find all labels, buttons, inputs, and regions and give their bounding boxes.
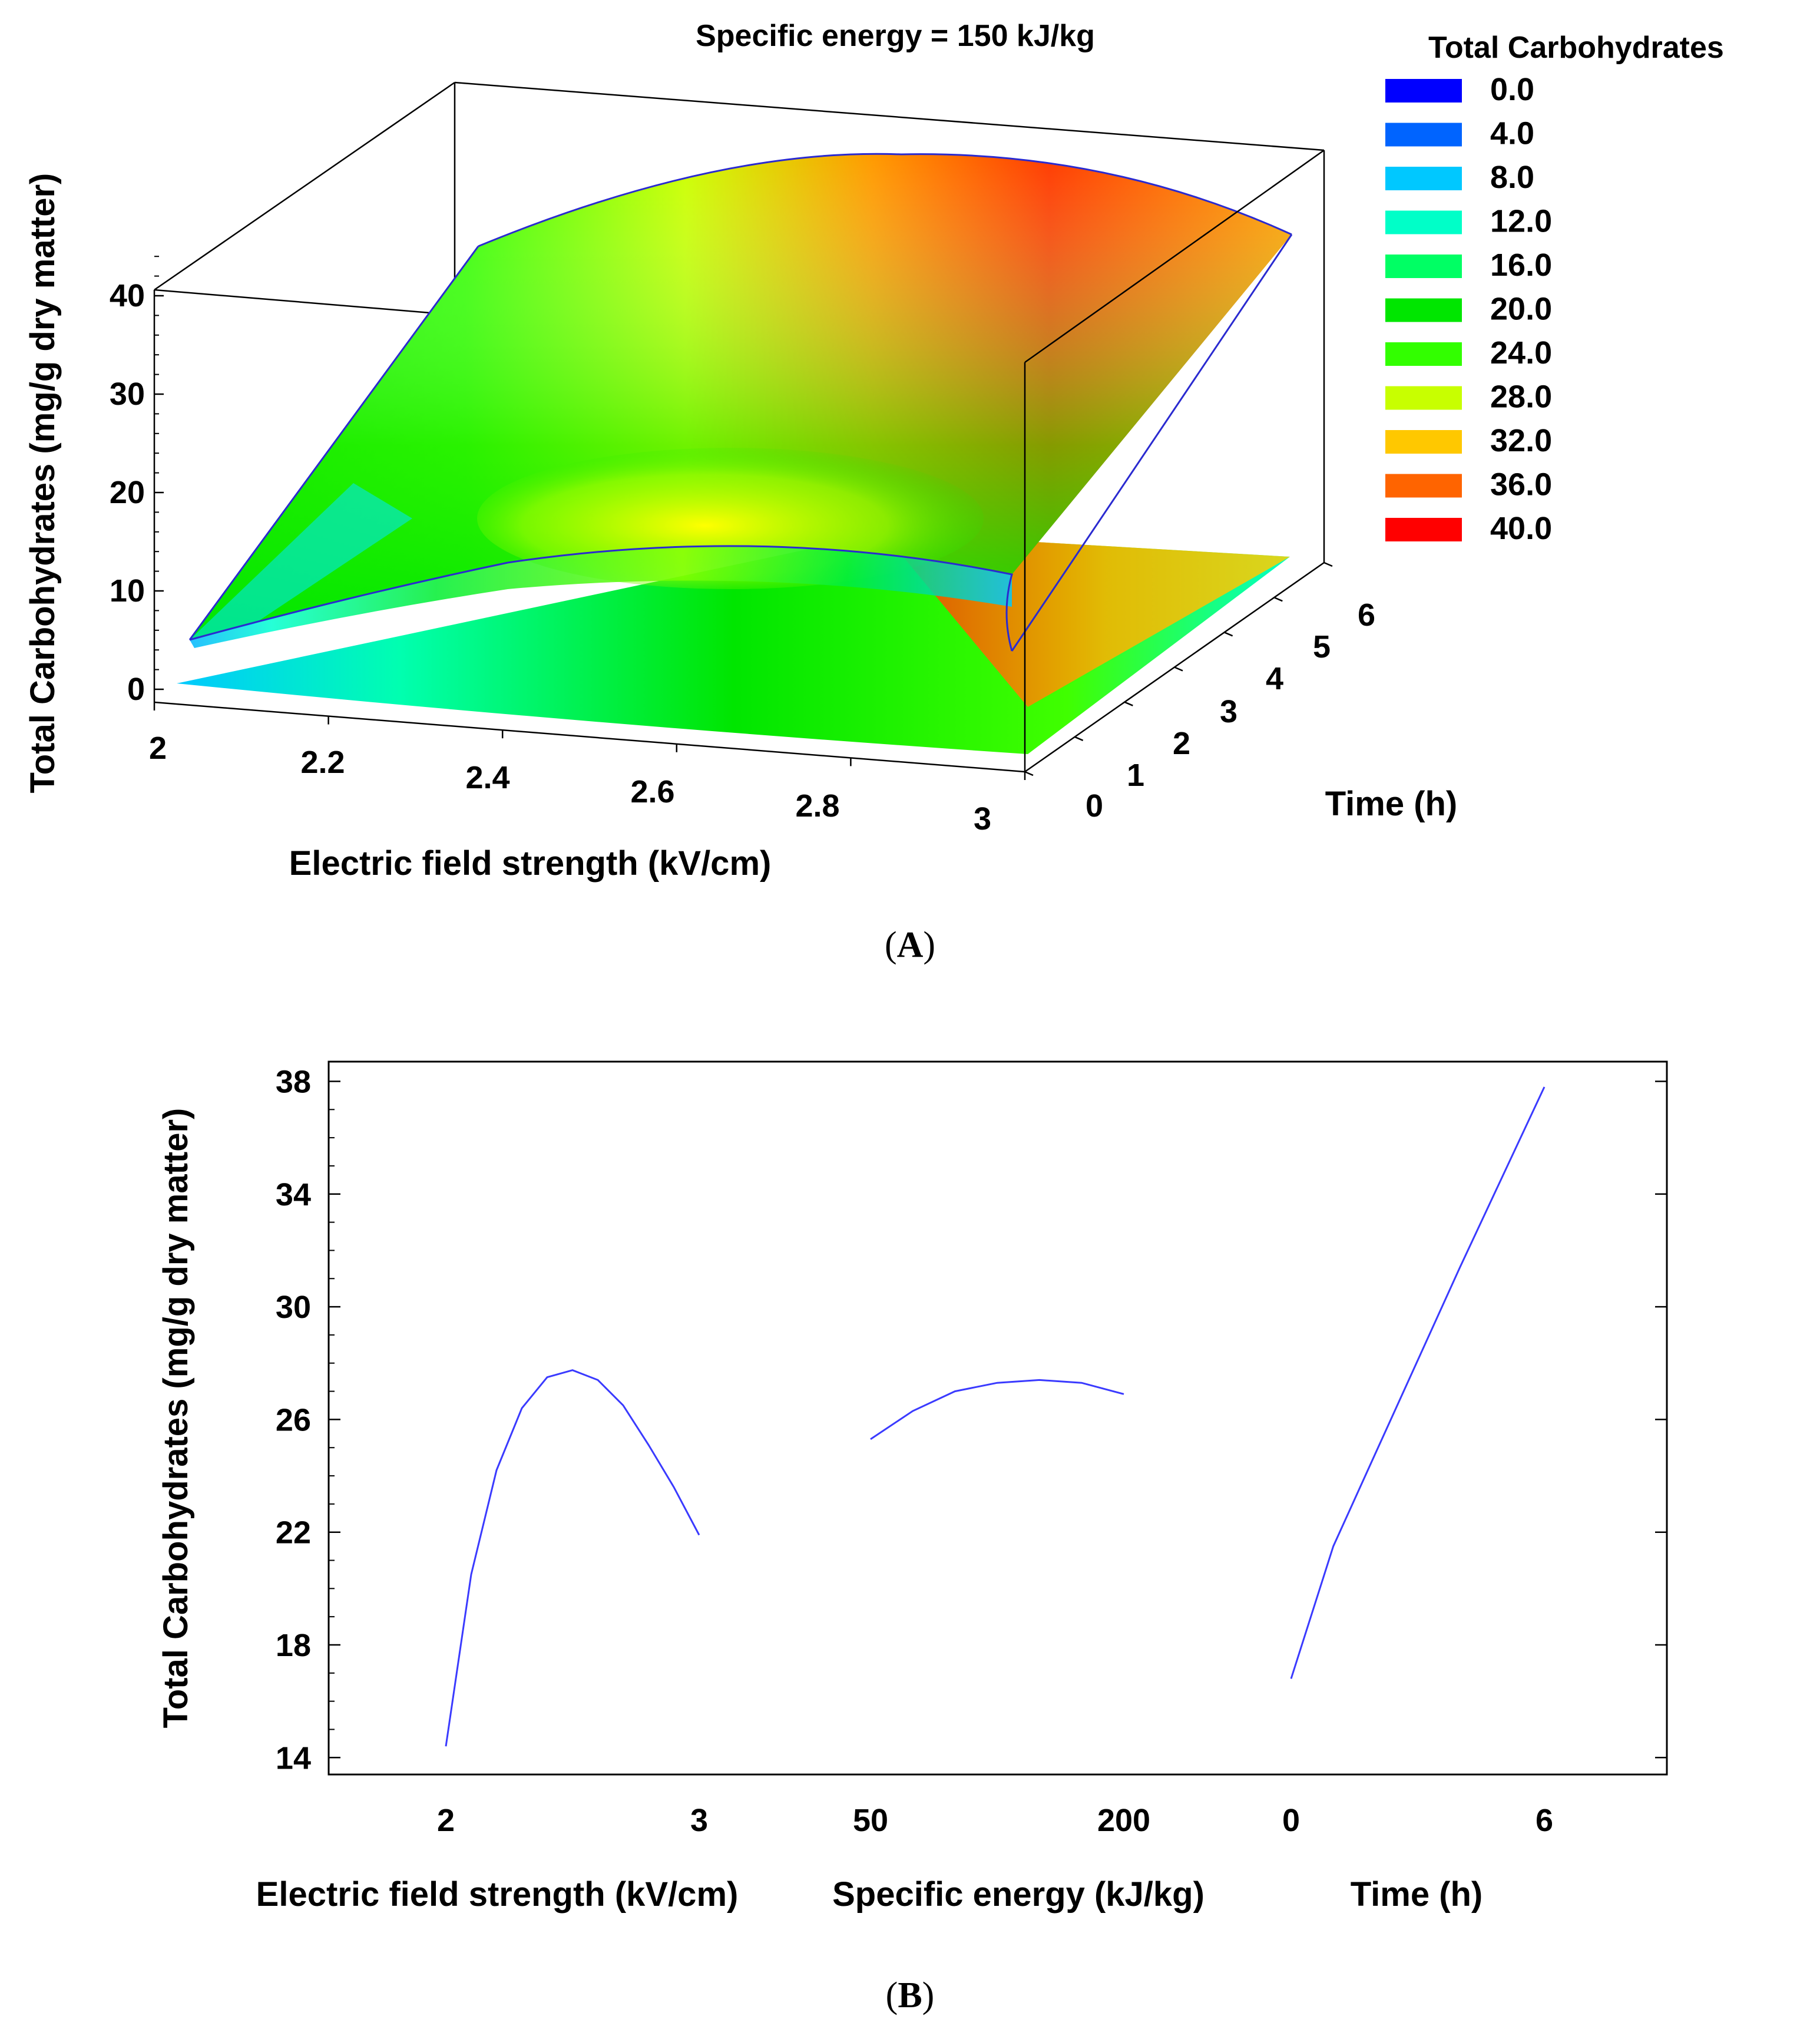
y-tick-label: 5 [1313, 629, 1331, 665]
y-tick-label: 38 [276, 1064, 311, 1099]
surface-upper-shade [190, 154, 1292, 640]
y-tick-mark [1323, 561, 1333, 567]
x-axis-label: Electric field strength (kV/cm) [289, 844, 772, 883]
x-axis-label-1: Specific energy (kJ/kg) [832, 1875, 1204, 1914]
z-axis-label: Total Carbohydrates (mg/g dry matter) [24, 173, 62, 794]
x-tick-label: 3 [974, 801, 991, 837]
surface-left-edge [188, 246, 479, 640]
panel-b-line-chart: 14 18 22 26 30 34 38 2 3 50 200 0 6 Electric field … [157, 1060, 1668, 2015]
y-tick-label: 30 [276, 1290, 311, 1325]
series-line-0 [445, 1369, 700, 1747]
y-tick-label: 2 [1173, 726, 1190, 761]
z-axis-ticks: 0 10 20 30 40 [110, 256, 164, 707]
panel-a-label: (A) [885, 925, 935, 965]
legend-swatch [1385, 123, 1462, 147]
legend-swatch [1385, 167, 1462, 190]
plot-frame [327, 1060, 1668, 1776]
y-tick-label: 3 [1220, 694, 1237, 729]
y-tick-mark [1074, 736, 1084, 741]
y-tick-label: 26 [276, 1402, 311, 1438]
z-tick-label: 10 [110, 573, 145, 609]
legend-label: 24.0 [1490, 335, 1552, 371]
surface-front-edge [189, 545, 1013, 652]
x-axis-labels: Electric field strength (kV/cm) Specific … [256, 1875, 1483, 1914]
x-tick-label: 2.6 [630, 774, 674, 809]
chart-a-title: Specific energy = 150 kJ/kg [696, 19, 1095, 53]
y-tick-label: 0 [1086, 788, 1103, 824]
x-tick-label: 2 [149, 731, 167, 766]
y-tick-mark [1174, 666, 1183, 672]
x-tick-label: 2.8 [795, 788, 839, 824]
legend-label: 36.0 [1490, 467, 1552, 503]
legend-swatch [1385, 342, 1462, 366]
legend-swatch [1385, 474, 1462, 498]
x-tick-label: 50 [853, 1803, 888, 1838]
legend-swatch [1385, 518, 1462, 541]
x-axis-ticks: 2 2.2 2.4 2.6 2.8 3 [149, 702, 1026, 837]
legend-swatch [1385, 298, 1462, 322]
x-tick-label: 200 [1097, 1803, 1150, 1838]
legend-label: 28.0 [1490, 379, 1552, 415]
x-tick-label: 2 [437, 1803, 455, 1838]
legend-swatch [1385, 255, 1462, 278]
x-tick-label: 2.4 [465, 760, 509, 795]
legend-label: 12.0 [1490, 204, 1552, 239]
surface-upper-left-corner [190, 483, 412, 640]
surface-back-edge [478, 153, 1292, 247]
y-tick-mark [1024, 771, 1034, 776]
surface-right-edge [1011, 234, 1293, 652]
y-tick-label: 1 [1127, 758, 1144, 793]
z-tick-label: 30 [110, 376, 145, 412]
y-tick-mark [1224, 632, 1233, 637]
z-tick-label: 0 [127, 672, 145, 707]
x-axis-label-2: Time (h) [1351, 1875, 1483, 1914]
y-axis-label: Total Carbohydrates (mg/g dry matter) [157, 1108, 195, 1729]
y-axis-ticks: 14 18 22 26 30 34 38 [276, 1064, 1667, 1776]
y-tick-label: 14 [276, 1740, 311, 1776]
y-axis-label: Time (h) [1325, 785, 1458, 823]
x-axis-label-0: Electric field strength (kV/cm) [256, 1875, 739, 1914]
x-tick-label: 3 [690, 1803, 708, 1838]
legend-label: 8.0 [1490, 160, 1534, 195]
panel-a-letter: A [897, 925, 924, 965]
series-group [445, 1086, 1546, 1747]
legend-swatch [1385, 210, 1462, 234]
surface-upper-front [190, 546, 1012, 648]
y-tick-label: 4 [1266, 661, 1283, 696]
legend-swatch [1385, 430, 1462, 454]
legend-label: 4.0 [1490, 116, 1534, 151]
legend-swatch [1385, 386, 1462, 410]
panel-b-letter: B [898, 1975, 922, 2015]
z-tick-label: 40 [110, 278, 145, 313]
y-tick-label: 18 [276, 1628, 311, 1663]
y-tick-mark [1273, 597, 1283, 602]
y-tick-mark [1124, 701, 1133, 706]
x-tick-label: 0 [1282, 1803, 1300, 1838]
panel-a-surface-chart: Specific energy = 150 kJ/kg [24, 19, 1724, 965]
series-line-1 [870, 1379, 1124, 1440]
z-tick-label: 20 [110, 475, 145, 510]
legend-label: 16.0 [1490, 247, 1552, 283]
legend-label: 40.0 [1490, 511, 1552, 546]
panel-b-label: (B) [886, 1975, 935, 2015]
x-axis-ticks: 2 3 50 200 0 6 [437, 1803, 1553, 1838]
y-tick-label: 6 [1358, 597, 1375, 633]
x-tick-label: 2.2 [300, 745, 345, 780]
legend-swatch [1385, 79, 1462, 103]
legend: Total Carbohydrates 0.0 4.0 8.0 12.0 16.0 20.… [1385, 31, 1724, 546]
legend-label: 20.0 [1490, 292, 1552, 327]
x-tick-label: 6 [1536, 1803, 1553, 1838]
legend-title: Total Carbohydrates [1428, 31, 1724, 65]
legend-label: 32.0 [1490, 423, 1552, 458]
y-tick-label: 34 [276, 1177, 311, 1212]
y-tick-label: 22 [276, 1515, 311, 1551]
legend-label: 0.0 [1490, 72, 1534, 107]
series-line-2 [1290, 1086, 1546, 1679]
